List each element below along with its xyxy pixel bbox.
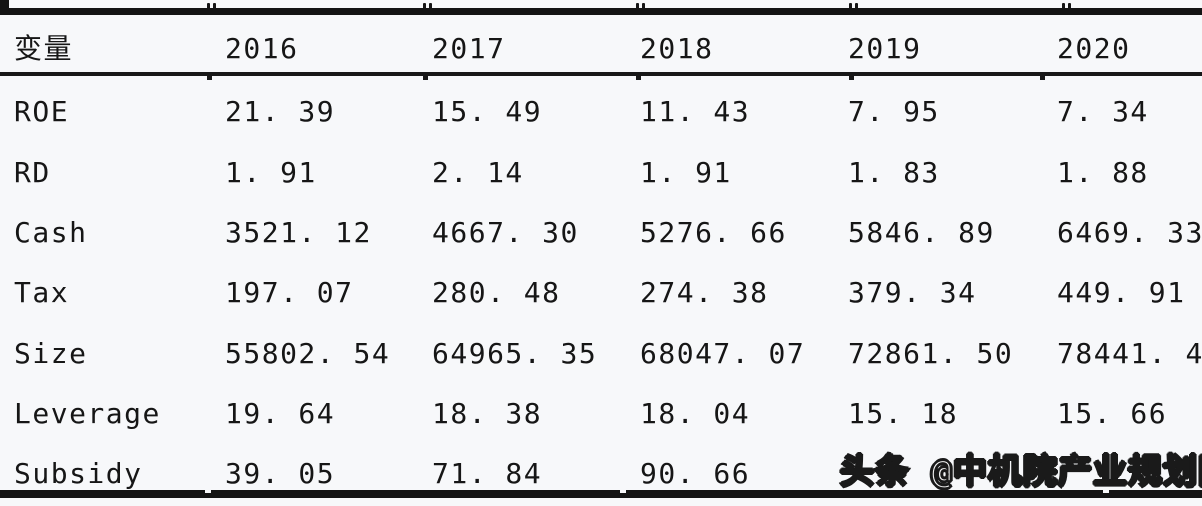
value-cell: 90. 66 [640,457,751,490]
value-cell: 1. 88 [1057,156,1149,189]
row-label: Size [14,337,88,370]
value-cell: 15. 49 [432,95,543,128]
value-cell: 7. 95 [848,95,940,128]
value-cell: 274. 38 [640,276,769,309]
value-cell: 72861. 50 [848,337,1014,370]
header-cell-year: 2019 [848,32,922,65]
value-cell: 1. 91 [640,156,732,189]
header-cell-year: 2017 [432,32,506,65]
column-boundary-tick [207,76,212,80]
row-label: ROE [14,95,70,128]
value-cell: 1. 83 [848,156,940,189]
column-boundary-tick [207,3,216,9]
value-cell: 379. 34 [848,276,977,309]
value-cell: 18. 38 [432,397,543,430]
table-row: Size 55802. 54 64965. 35 68047. 07 72861… [0,336,1202,372]
column-boundary-tick [423,76,428,80]
value-cell: 449. 91 [1057,276,1186,309]
header-cell-year: 2020 [1057,32,1131,65]
table-top-border [0,8,1202,15]
row-label: Tax [14,276,70,309]
column-boundary-tick [636,3,645,9]
value-cell: 4667. 30 [432,216,579,249]
top-left-corner-mark [0,0,9,15]
table-row: Subsidy 39. 05 71. 84 90. 66 [0,456,1202,492]
table-row: Cash 3521. 12 4667. 30 5276. 66 5846. 89… [0,215,1202,251]
value-cell: 3521. 12 [225,216,372,249]
value-cell: 7. 34 [1057,95,1149,128]
value-cell: 1. 91 [225,156,317,189]
value-cell: 15. 18 [848,397,959,430]
border-notch [205,489,211,493]
value-cell: 15. 66 [1057,397,1168,430]
value-cell: 5846. 89 [848,216,995,249]
table-header-row: 变量 2016 2017 2018 2019 2020 [0,31,1202,67]
column-boundary-tick [636,76,641,80]
value-cell: 6469. 33 [1057,216,1202,249]
column-boundary-tick [849,3,858,9]
table-row: ROE 21. 39 15. 49 11. 43 7. 95 7. 34 [0,94,1202,130]
table-header-rule [0,72,1202,76]
value-cell: 21. 39 [225,95,336,128]
value-cell: 71. 84 [432,457,543,490]
border-notch [620,489,626,493]
row-label: Subsidy [14,457,143,490]
header-cell-variable: 变量 [14,32,74,65]
value-cell: 18. 04 [640,397,751,430]
value-cell: 68047. 07 [640,337,806,370]
value-cell: 11. 43 [640,95,751,128]
table-row: RD 1. 91 2. 14 1. 91 1. 83 1. 88 [0,155,1202,191]
value-cell: 5276. 66 [640,216,787,249]
border-notch [1103,489,1109,493]
table-bottom-border [0,490,1202,498]
column-boundary-tick [1062,3,1071,9]
column-boundary-tick [423,3,432,9]
column-boundary-tick [1040,76,1045,80]
header-cell-year: 2016 [225,32,299,65]
value-cell: 280. 48 [432,276,561,309]
value-cell: 197. 07 [225,276,354,309]
column-boundary-tick [849,76,854,80]
row-label: Leverage [14,397,161,430]
value-cell: 55802. 54 [225,337,391,370]
value-cell: 19. 64 [225,397,336,430]
row-label: RD [14,156,51,189]
header-cell-year: 2018 [640,32,714,65]
table-row: Leverage 19. 64 18. 38 18. 04 15. 18 15.… [0,396,1202,432]
row-label: Cash [14,216,88,249]
table-row: Tax 197. 07 280. 48 274. 38 379. 34 449.… [0,275,1202,311]
value-cell: 78441. 47 [1057,337,1202,370]
value-cell: 2. 14 [432,156,524,189]
value-cell: 64965. 35 [432,337,598,370]
value-cell: 39. 05 [225,457,336,490]
toutiao-watermark: 头条 @中机院产业规划网 [839,451,1202,493]
